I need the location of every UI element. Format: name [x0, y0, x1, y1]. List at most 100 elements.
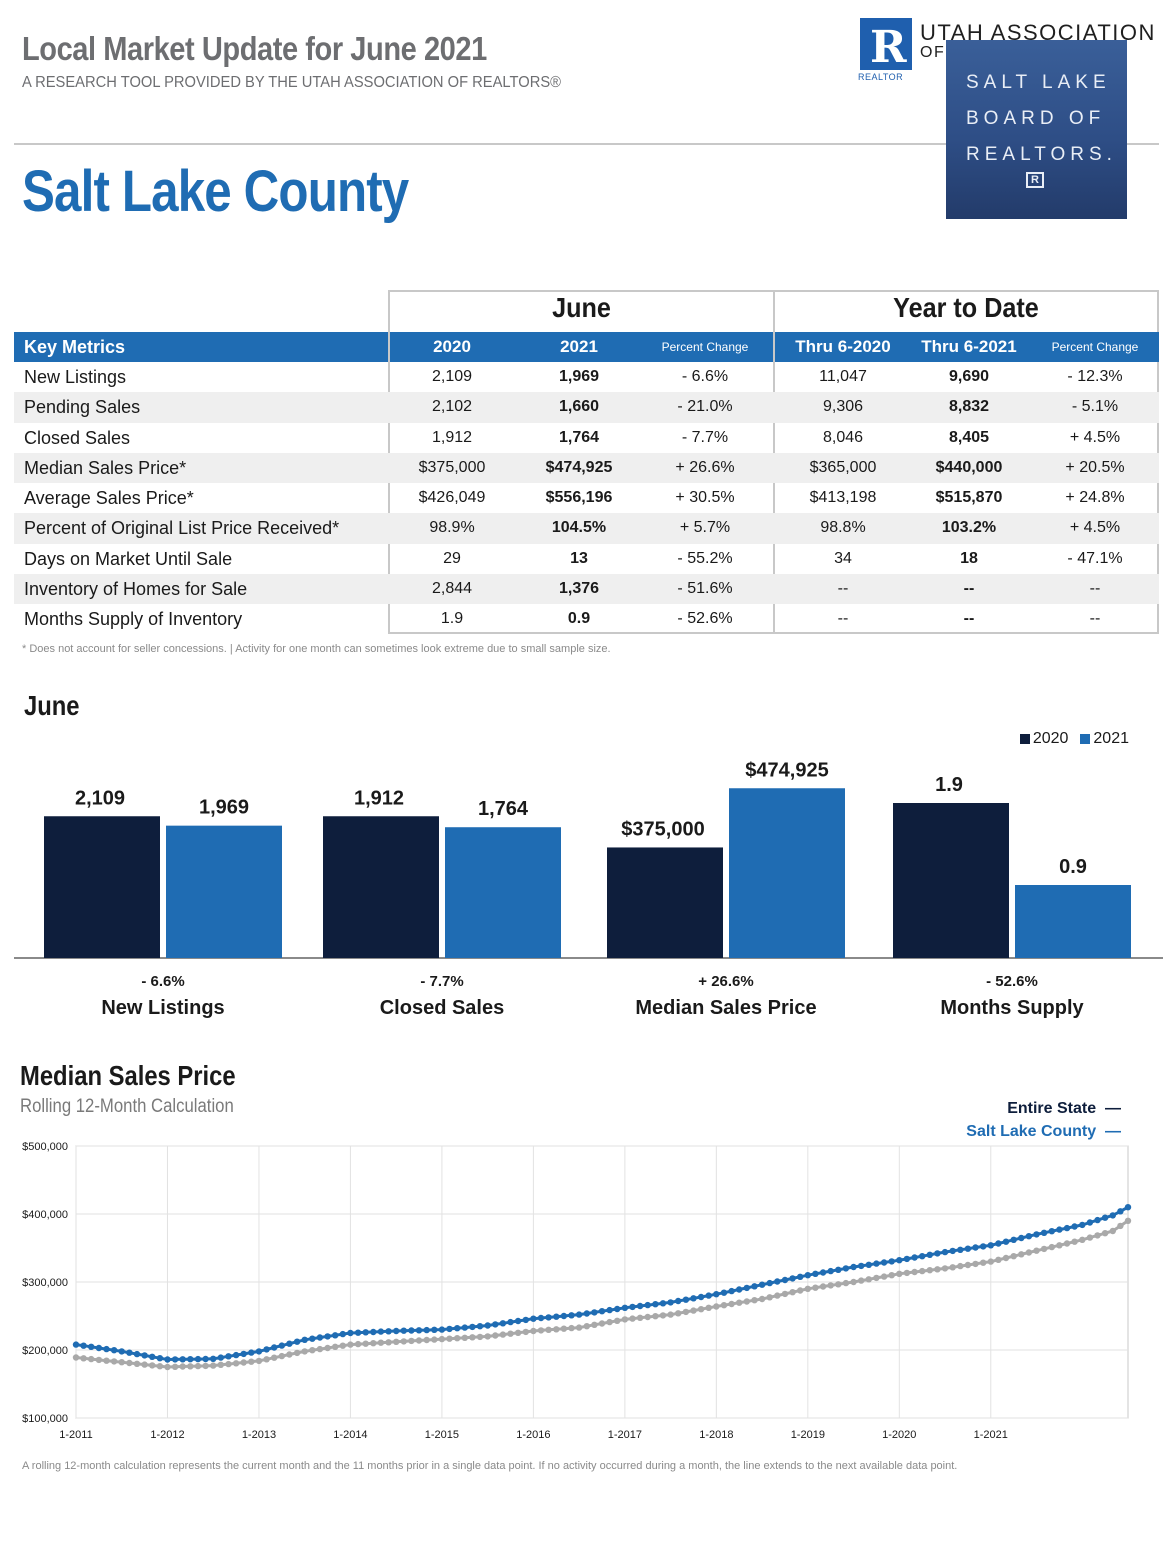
data-point-entire-state — [781, 1290, 789, 1298]
data-point-salt-lake-county — [499, 1320, 507, 1327]
data-point-entire-state — [225, 1360, 232, 1368]
data-point-entire-state — [286, 1351, 293, 1358]
data-point-salt-lake-county — [316, 1334, 324, 1341]
data-point-salt-lake-county — [980, 1243, 987, 1250]
data-point-entire-state — [446, 1335, 453, 1342]
data-point-entire-state — [72, 1354, 80, 1361]
legend-county-label: Salt Lake County — [966, 1123, 1097, 1140]
data-point-entire-state — [476, 1333, 484, 1341]
data-point-salt-lake-county — [713, 1291, 720, 1298]
june-2020-value: $426,049 — [418, 489, 486, 507]
data-point-entire-state — [400, 1338, 407, 1345]
data-point-salt-lake-county — [1086, 1219, 1094, 1226]
table-row: Median Sales Price* $375,000 $474,925 + … — [14, 452, 1159, 484]
data-point-entire-state — [469, 1334, 476, 1341]
data-point-entire-state — [652, 1313, 659, 1320]
data-point-salt-lake-county — [644, 1301, 651, 1309]
data-point-salt-lake-county — [530, 1315, 537, 1322]
data-point-salt-lake-county — [636, 1302, 644, 1310]
data-point-salt-lake-county — [110, 1347, 118, 1354]
data-point-entire-state — [1101, 1230, 1109, 1237]
data-point-entire-state — [1002, 1254, 1010, 1262]
data-point-salt-lake-county — [88, 1343, 95, 1350]
data-point-salt-lake-county — [1101, 1214, 1109, 1221]
data-point-entire-state — [621, 1316, 629, 1323]
data-point-entire-state — [553, 1326, 560, 1333]
data-point-salt-lake-county — [1010, 1236, 1017, 1243]
data-point-entire-state — [332, 1343, 339, 1350]
ytd-percent-change: - 5.1% — [1071, 398, 1119, 416]
header-ytd-percent: Percent Change — [1051, 340, 1139, 354]
data-point-entire-state — [240, 1359, 247, 1366]
median-price-line-chart: $100,000 $200,000 $300,000 $400,000 $500,000… — [22, 1141, 1132, 1441]
data-point-salt-lake-county — [72, 1341, 80, 1348]
data-point-salt-lake-county — [149, 1353, 156, 1360]
bar-2020 — [893, 803, 1009, 958]
data-point-salt-lake-county — [591, 1309, 598, 1316]
data-point-entire-state — [713, 1303, 720, 1310]
ytd-percent-change: - 47.1% — [1067, 549, 1123, 567]
data-point-salt-lake-county — [659, 1300, 667, 1307]
ytd-2021-value: 8,832 — [948, 398, 990, 416]
data-point-salt-lake-county — [95, 1344, 103, 1352]
data-point-entire-state — [819, 1283, 827, 1290]
ytd-percent-change: -- — [1089, 580, 1101, 598]
data-point-salt-lake-county — [1094, 1216, 1101, 1224]
data-point-salt-lake-county — [903, 1255, 911, 1263]
data-point-entire-state — [1071, 1238, 1078, 1245]
june-2021-value: $474,925 — [545, 458, 613, 476]
data-point-salt-lake-county — [675, 1297, 682, 1305]
june-2021-value: 0.9 — [567, 610, 591, 628]
data-point-entire-state — [964, 1261, 972, 1269]
ytd-2021-value: -- — [963, 610, 975, 628]
data-point-entire-state — [758, 1295, 766, 1303]
table-row: Average Sales Price* $426,049 $556,196 +… — [14, 483, 1159, 513]
data-point-entire-state — [1086, 1234, 1094, 1241]
ytd-2021-value: 18 — [960, 549, 978, 567]
data-point-salt-lake-county — [377, 1328, 385, 1335]
june-percent-change: + 5.7% — [679, 519, 731, 537]
data-point-salt-lake-county — [415, 1327, 423, 1334]
bar-2021 — [166, 825, 282, 958]
y-tick-label: $300,000 — [22, 1277, 68, 1289]
data-point-salt-lake-county — [248, 1349, 255, 1356]
data-point-entire-state — [980, 1259, 987, 1266]
data-point-salt-lake-county — [743, 1284, 750, 1292]
bar-2021 — [729, 788, 845, 958]
bar-group-change: - 6.6% — [141, 973, 184, 990]
june-2021-value: 1,969 — [558, 368, 600, 385]
data-point-entire-state — [293, 1349, 301, 1357]
data-point-salt-lake-county — [263, 1346, 270, 1353]
bar-label-2020: 1.9 — [935, 774, 963, 796]
data-point-salt-lake-county — [225, 1353, 232, 1360]
y-tick-label: $100,000 — [22, 1413, 68, 1425]
data-point-entire-state — [987, 1258, 994, 1265]
data-point-entire-state — [194, 1362, 202, 1370]
table-header-row: Key Metrics 2020 2021 Percent Change Thr… — [14, 332, 1159, 362]
data-point-entire-state — [728, 1300, 735, 1308]
data-point-entire-state — [1109, 1227, 1117, 1235]
data-point-entire-state — [697, 1306, 705, 1313]
data-point-entire-state — [659, 1312, 667, 1319]
june-bar-chart: 2,109 1,969 - 6.6% New Listings 1,912 1,764 - … — [14, 759, 1163, 1019]
data-point-salt-lake-county — [232, 1351, 240, 1359]
metric-name: New Listings — [24, 367, 127, 387]
bar-label-2020: 1,912 — [354, 787, 404, 809]
data-point-entire-state — [835, 1281, 842, 1288]
data-point-salt-lake-county — [385, 1328, 392, 1335]
data-point-entire-state — [1094, 1232, 1101, 1239]
bar-2020 — [44, 816, 160, 958]
y-tick-label: $200,000 — [22, 1345, 68, 1357]
june-2020-value: 2,102 — [431, 398, 473, 416]
metric-name: Days on Market Until Sale — [24, 548, 233, 569]
data-point-salt-lake-county — [324, 1333, 331, 1340]
legend-swatch-2021 — [1080, 734, 1091, 744]
data-point-salt-lake-county — [1056, 1226, 1063, 1233]
data-point-entire-state — [141, 1361, 148, 1368]
group-header-ytd: Year to Date — [893, 292, 1039, 323]
ytd-2021-value: 8,405 — [948, 428, 990, 446]
data-point-salt-lake-county — [194, 1355, 202, 1363]
data-point-entire-state — [850, 1278, 857, 1286]
realtor-r-icon: R — [860, 18, 912, 73]
data-point-salt-lake-county — [705, 1292, 712, 1299]
